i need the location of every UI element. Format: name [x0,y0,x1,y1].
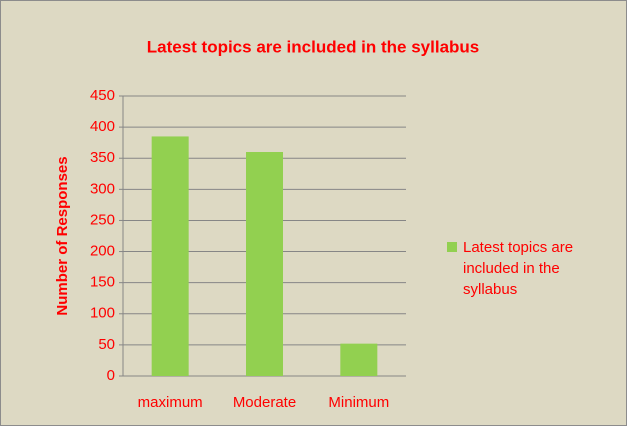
x-tick-label: Moderate [233,394,296,411]
bar [340,343,378,376]
x-tick-label: maximum [138,394,203,411]
y-tick-label: 150 [90,274,115,291]
legend-label: Latest topics are included in the syllab… [463,239,574,298]
y-tick-label: 50 [98,336,115,353]
y-tick-label: 100 [90,305,115,322]
y-tick-label: 300 [90,180,115,197]
legend: Latest topics are included in the syllab… [447,237,607,300]
y-tick-label: 200 [90,243,115,260]
y-tick-label: 400 [90,118,115,135]
x-tick-label: Minimum [328,394,389,411]
y-axis-label: Number of Responses [54,156,71,315]
legend-swatch [447,242,457,252]
y-tick-label: 450 [90,87,115,104]
chart-title: Latest topics are included in the syllab… [147,37,480,56]
y-tick-label: 350 [90,149,115,166]
bar [151,136,189,376]
y-tick-label: 0 [107,367,115,384]
y-tick-label: 250 [90,211,115,228]
bar [246,152,283,376]
